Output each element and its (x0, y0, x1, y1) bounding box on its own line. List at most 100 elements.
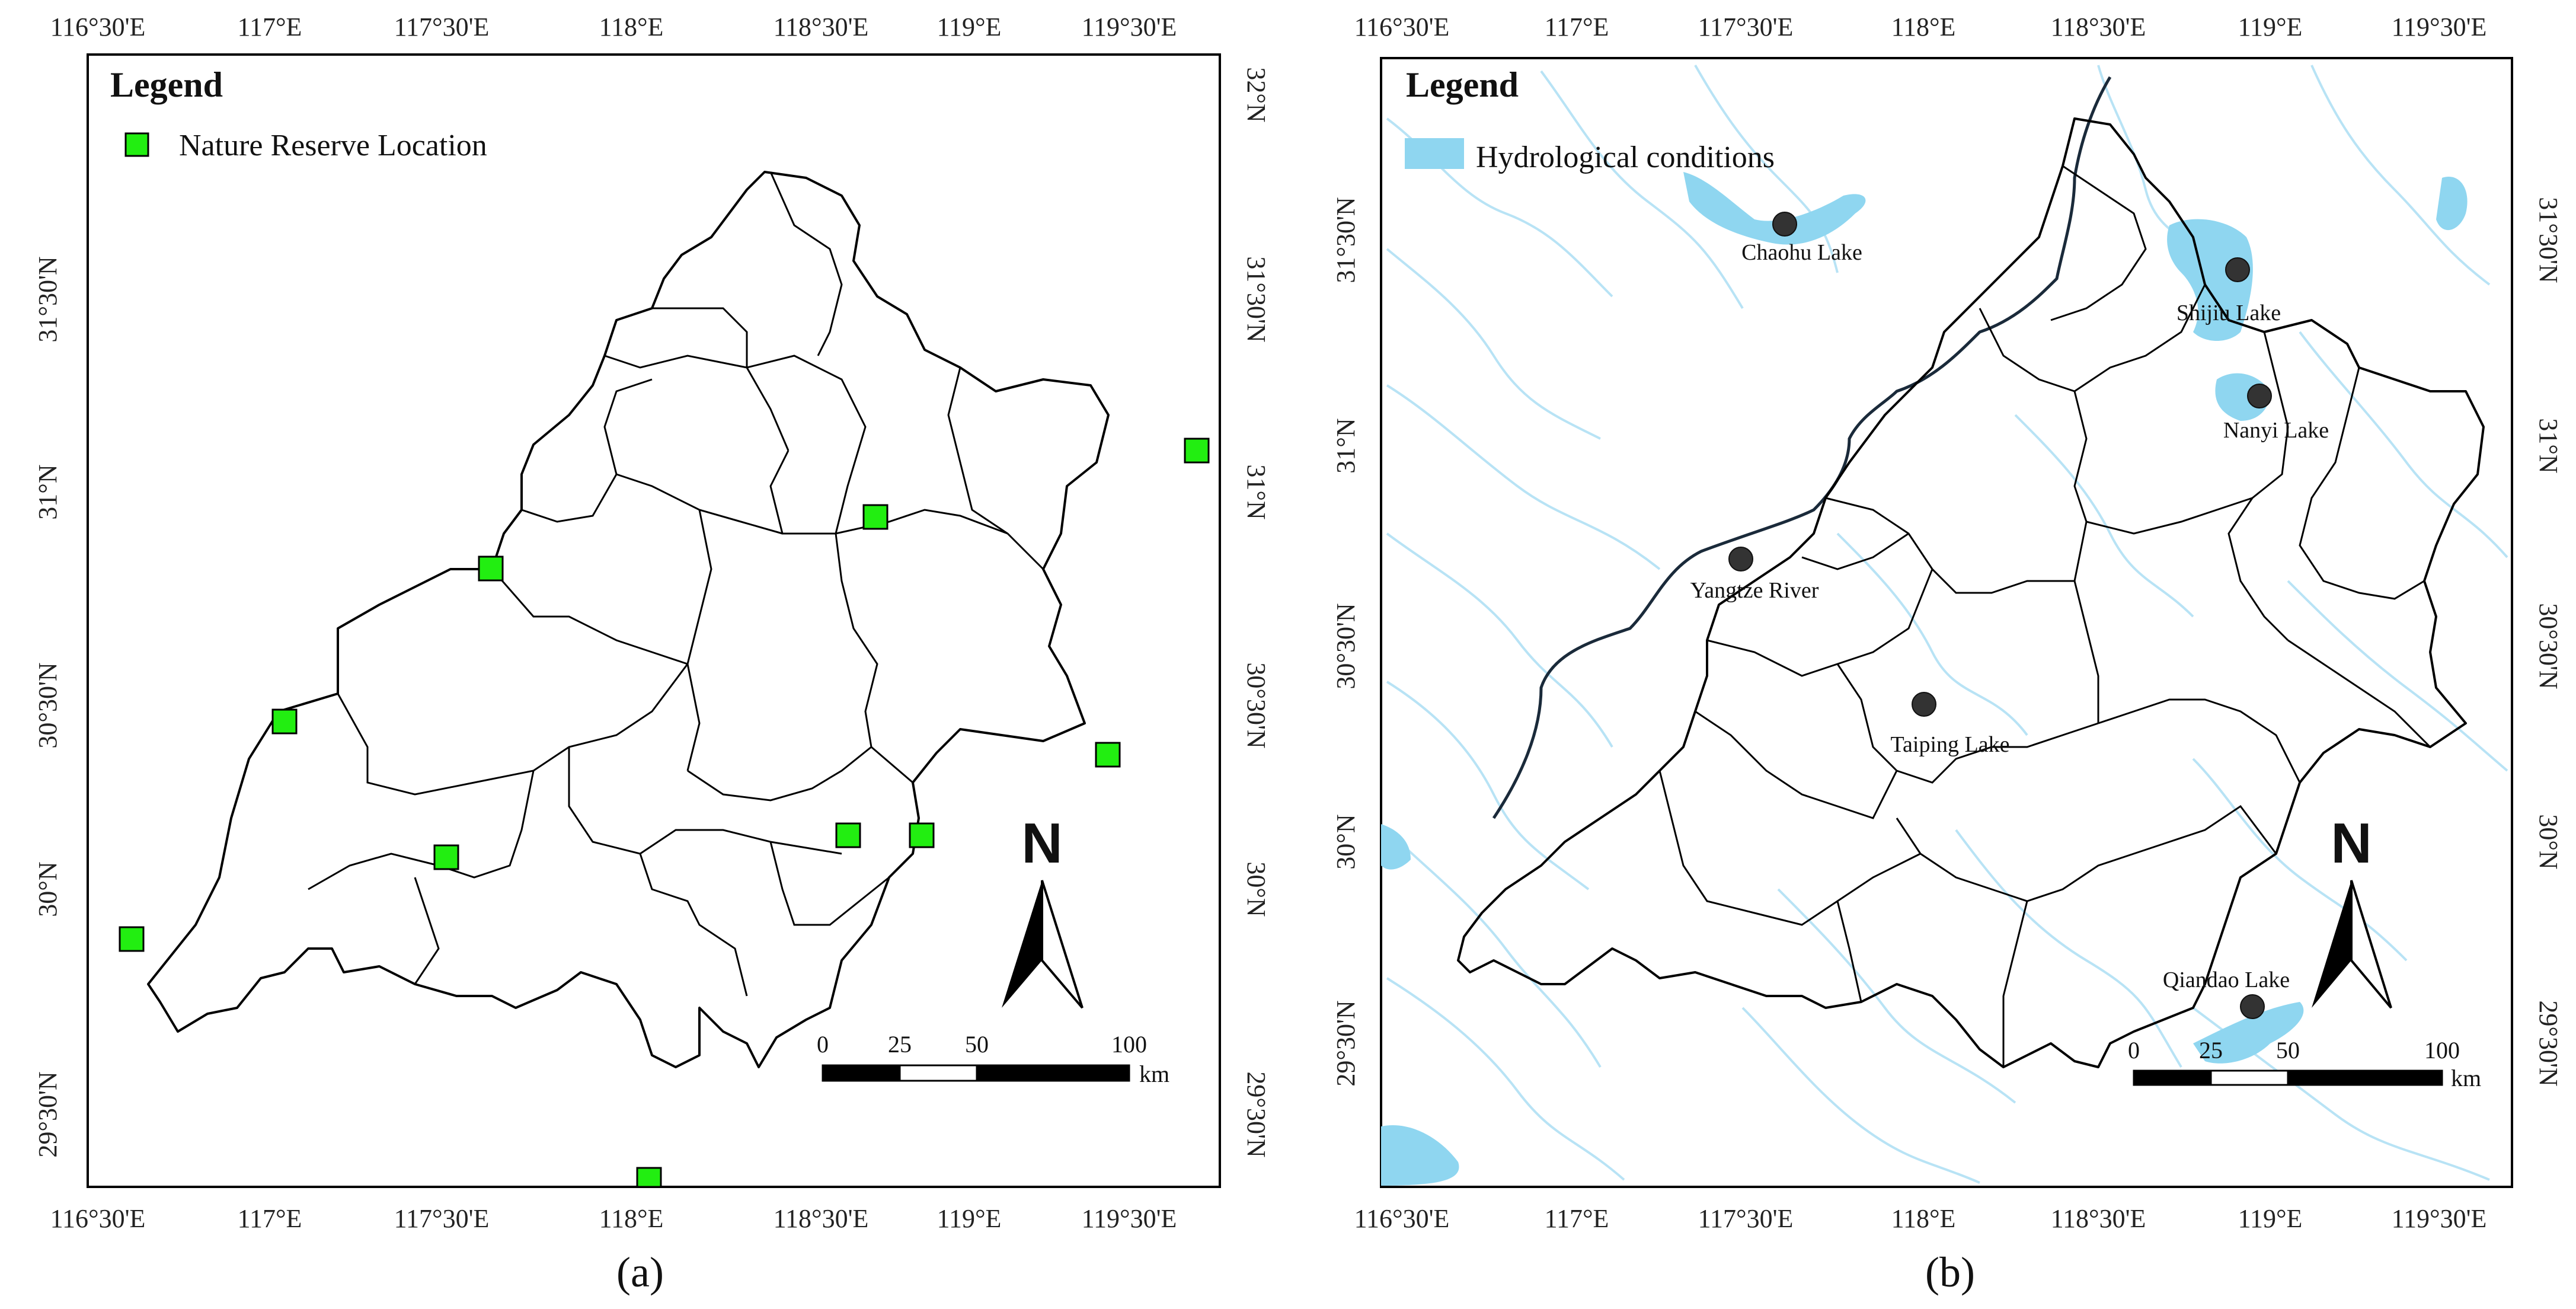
tick-label: 116°30'E (50, 1204, 146, 1233)
tick-label: 119°E (937, 1204, 1002, 1233)
right-tick-labels-b: 31°30'N 31°N 30°30'N 30°N 29°30'N (2534, 197, 2563, 1086)
tick-label: 116°30'E (50, 12, 146, 41)
tick-label: 29°30'N (2534, 1000, 2563, 1086)
reserve-marker (119, 926, 145, 952)
panel-caption-a: (a) (616, 1249, 664, 1296)
reserve-marker (1184, 438, 1210, 464)
scale-bar-b: 0 25 50 100 km (2128, 1037, 2481, 1091)
scale-label: 100 (2424, 1037, 2460, 1064)
tick-label: 119°30'E (2392, 12, 2487, 41)
chaohu-lake-shape (1683, 172, 1866, 245)
tick-label: 117°30'E (394, 12, 490, 41)
map-frame-b (1380, 57, 2513, 1188)
tick-label: 117°E (238, 1204, 302, 1233)
yangtze-river-marker (1728, 547, 1753, 572)
scale-label: 25 (888, 1031, 912, 1058)
tick-label: 118°30'E (2051, 12, 2146, 41)
tick-label: 117°E (1545, 12, 1609, 41)
tick-label: 117°30'E (1698, 1204, 1794, 1233)
nanyi-lake-marker (2247, 384, 2272, 408)
tick-label: 118°E (1891, 12, 1956, 41)
shijiu-lake-label: Shijiu Lake (2177, 301, 2281, 325)
north-arrow-right-icon (1041, 880, 1084, 1009)
panel-a: 116°30'E 117°E 117°30'E 118°E 118°30'E 1… (33, 12, 1271, 1296)
tick-label: 30°30'N (33, 662, 62, 748)
reserve-marker (1095, 742, 1121, 768)
legend-swatch-reserve (124, 132, 149, 157)
tick-label: 118°30'E (774, 12, 869, 41)
chaohu-lake-marker (1772, 212, 1797, 237)
tick-label: 119°E (2238, 12, 2303, 41)
county-boundaries-a (308, 171, 1044, 997)
tick-label: 117°30'E (1698, 12, 1794, 41)
legend-swatch-hydrology (1405, 138, 1464, 169)
tick-label: 31°30'N (1331, 197, 1360, 283)
tick-label: 30°30'N (2534, 603, 2563, 689)
tick-label: 30°N (1242, 861, 1271, 917)
tick-label: 116°30'E (1354, 12, 1450, 41)
tick-label: 31°30'N (33, 256, 62, 342)
reserve-marker (271, 708, 298, 735)
study-area-outline-a (147, 171, 1110, 1068)
tick-label: 118°E (1891, 1204, 1956, 1233)
tick-label: 116°30'E (1354, 1204, 1450, 1233)
scale-label: 0 (2128, 1037, 2140, 1064)
tick-label: 119°30'E (1082, 12, 1177, 41)
reserve-marker (478, 555, 504, 582)
reserve-marker (862, 504, 889, 530)
shijiu-lake-shape (2167, 219, 2253, 341)
yangtze-river-line (1492, 76, 2112, 819)
taiping-lake-label: Taiping Lake (1891, 732, 2010, 757)
north-label: N (1021, 812, 1062, 875)
legend-title-a: Legend (110, 65, 223, 104)
taiping-lake-marker (1912, 692, 1936, 717)
tick-label: 118°E (599, 12, 664, 41)
reserve-marker (909, 822, 935, 848)
scale-label: 50 (965, 1031, 989, 1058)
tick-label: 31°N (1331, 418, 1360, 473)
top-tick-labels-b: 116°30'E 117°E 117°30'E 118°E 118°30'E 1… (1354, 12, 2487, 41)
north-arrow-left-icon (2312, 880, 2351, 1008)
tick-label: 32°N (1242, 67, 1271, 122)
reserve-marker (433, 844, 459, 870)
tick-label: 29°30'N (1242, 1071, 1271, 1157)
tick-label: 117°30'E (394, 1204, 490, 1233)
scale-label: 25 (2199, 1037, 2223, 1064)
left-tick-labels-b: 31°30'N 31°N 30°30'N 30°N 29°30'N (1331, 197, 1360, 1086)
yangtze-river-label: Yangtze River (1690, 578, 1819, 603)
tick-label: 119°E (2238, 1204, 2303, 1233)
river-mouth-shape (1381, 824, 1411, 870)
legend-label-reserve: Nature Reserve Location (179, 129, 487, 162)
tick-label: 31°30'N (1242, 256, 1271, 342)
top-tick-labels-a: 116°30'E 117°E 117°30'E 118°E 118°30'E 1… (50, 12, 1177, 41)
reserve-markers-a (119, 438, 1210, 1188)
north-arrow-left-icon (1002, 880, 1042, 1008)
nanyi-lake-label: Nanyi Lake (2223, 418, 2329, 443)
scale-label: 100 (1111, 1031, 1147, 1058)
scale-unit: km (1139, 1061, 1169, 1087)
tick-label: 30°N (33, 861, 62, 917)
tick-label: 30°30'N (1331, 603, 1360, 689)
tick-label: 119°30'E (1082, 1204, 1177, 1233)
scale-bar-a: 0 25 50 100 km (817, 1031, 1169, 1087)
tick-label: 30°N (1331, 814, 1360, 869)
tick-label: 31°N (33, 464, 62, 519)
north-label: N (2331, 812, 2372, 875)
tick-label: 118°E (599, 1204, 664, 1233)
north-arrow-b: N (2312, 812, 2392, 1009)
qiandao-lake-shape (2193, 1002, 2304, 1064)
tick-label: 29°30'N (1331, 1000, 1360, 1086)
reserve-marker (835, 822, 861, 848)
reserve-marker (636, 1167, 662, 1188)
tick-label: 117°E (1545, 1204, 1609, 1233)
county-boundaries-b (1658, 165, 2431, 1067)
river-mouth-shape (1381, 1125, 1459, 1186)
tick-label: 29°30'N (33, 1071, 62, 1157)
tick-label: 31°N (1242, 464, 1271, 519)
study-area-outline-b (1457, 117, 2485, 1068)
tick-label: 118°30'E (2051, 1204, 2146, 1233)
legend-title-b: Legend (1406, 65, 1519, 104)
scale-unit: km (2451, 1065, 2481, 1091)
tick-label: 119°E (937, 12, 1002, 41)
tick-label: 117°E (238, 12, 302, 41)
